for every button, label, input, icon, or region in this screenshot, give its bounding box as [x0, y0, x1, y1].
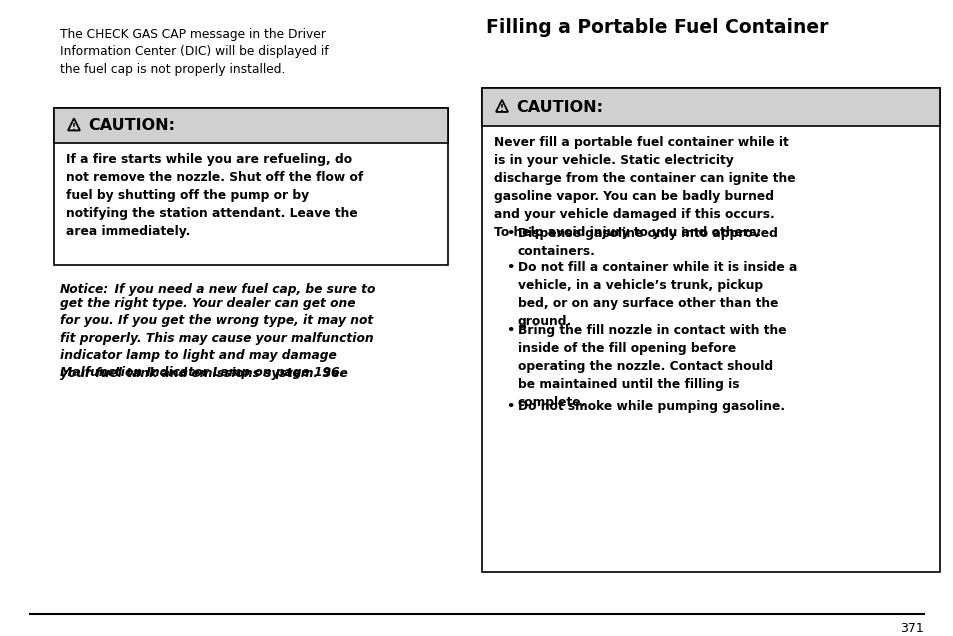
Text: !: !	[71, 123, 76, 132]
Text: The CHECK GAS CAP message in the Driver
Information Center (DIC) will be display: The CHECK GAS CAP message in the Driver …	[60, 28, 328, 76]
Text: Bring the fill nozzle in contact with the
inside of the fill opening before
oper: Bring the fill nozzle in contact with th…	[517, 324, 786, 408]
Bar	[481, 88, 939, 126]
Text: CAUTION:: CAUTION:	[88, 118, 174, 133]
Text: •: •	[505, 324, 514, 336]
Text: Notice:: Notice:	[60, 283, 109, 296]
Text: Filling a Portable Fuel Container: Filling a Portable Fuel Container	[485, 18, 827, 37]
Text: If a fire starts while you are refueling, do
not remove the nozzle. Shut off the: If a fire starts while you are refueling…	[66, 153, 363, 238]
Text: •: •	[505, 399, 514, 413]
Text: CAUTION:: CAUTION:	[516, 99, 602, 114]
Text: get the right type. Your dealer can get one
for you. If you get the wrong type, : get the right type. Your dealer can get …	[60, 297, 374, 380]
Text: Dispense gasoline only into approved
containers.: Dispense gasoline only into approved con…	[517, 227, 777, 258]
Text: •: •	[505, 261, 514, 274]
Bar	[54, 108, 448, 265]
Bar	[481, 88, 939, 572]
Text: Never fill a portable fuel container while it
is in your vehicle. Static electri: Never fill a portable fuel container whi…	[494, 136, 795, 239]
Bar	[54, 108, 448, 143]
Text: If you need a new fuel cap, be sure to: If you need a new fuel cap, be sure to	[106, 283, 375, 296]
Text: Do not fill a container while it is inside a
vehicle, in a vehicle’s trunk, pick: Do not fill a container while it is insi…	[517, 261, 797, 328]
Text: Malfunction Indicator Lamp on page 196.: Malfunction Indicator Lamp on page 196.	[60, 366, 344, 379]
Text: 371: 371	[900, 622, 923, 635]
Text: Do not smoke while pumping gasoline.: Do not smoke while pumping gasoline.	[517, 399, 784, 413]
Text: !: !	[499, 104, 503, 113]
Text: •: •	[505, 227, 514, 240]
